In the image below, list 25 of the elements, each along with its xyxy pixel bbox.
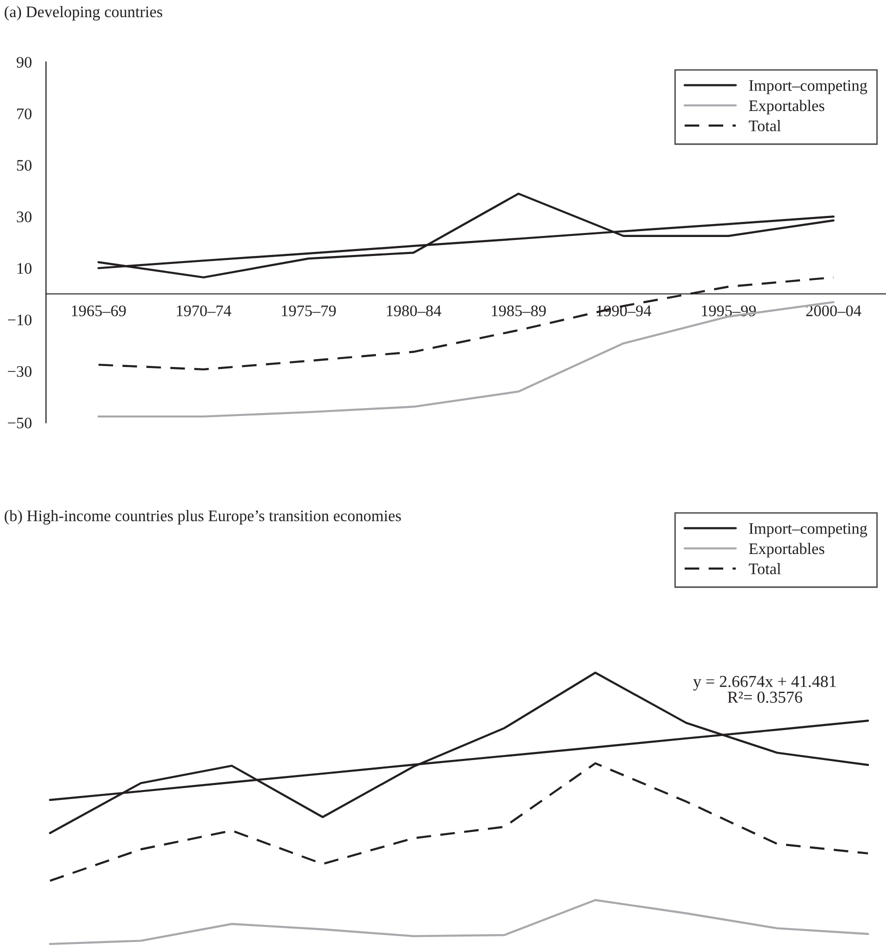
y-tick-label: 30 — [16, 212, 32, 222]
x-tick-label: 1975–79 — [282, 305, 336, 316]
x-tick-label: 1965–69 — [72, 305, 126, 316]
line-series — [97, 192, 835, 278]
y-tick-label: −10 — [8, 314, 32, 326]
y-tick-label: 50 — [17, 160, 32, 171]
legend-label: Exportables — [749, 100, 824, 114]
x-tick-label: 2000–04 — [806, 305, 862, 316]
legend-label: Exportables — [749, 542, 824, 558]
chart-title: (b) High-income countries plus Europe’s transition economies — [4, 510, 401, 525]
x-tick-label: 1985–89 — [492, 305, 546, 316]
y-tick-label: −50 — [8, 418, 32, 428]
chart-title: (a) Developing countries — [4, 6, 162, 21]
annotation: y = 2.6674x + 41.481 R²= 0.3576 — [693, 676, 836, 703]
legend-label: Import–competing — [749, 523, 868, 538]
legend-label: Total — [748, 563, 781, 574]
legend-label: Import–competing — [749, 80, 868, 94]
y-tick-label: −30 — [8, 366, 32, 377]
y-tick-label: 70 — [17, 108, 32, 120]
legend-label: Total — [748, 120, 781, 132]
x-tick-label: 1995–99 — [702, 305, 756, 316]
y-tick-label: 90 — [16, 56, 32, 68]
x-tick-label: 1970–74 — [176, 305, 232, 316]
x-tick-label: 1980–84 — [386, 305, 442, 316]
y-tick-label: 10 — [18, 263, 32, 274]
